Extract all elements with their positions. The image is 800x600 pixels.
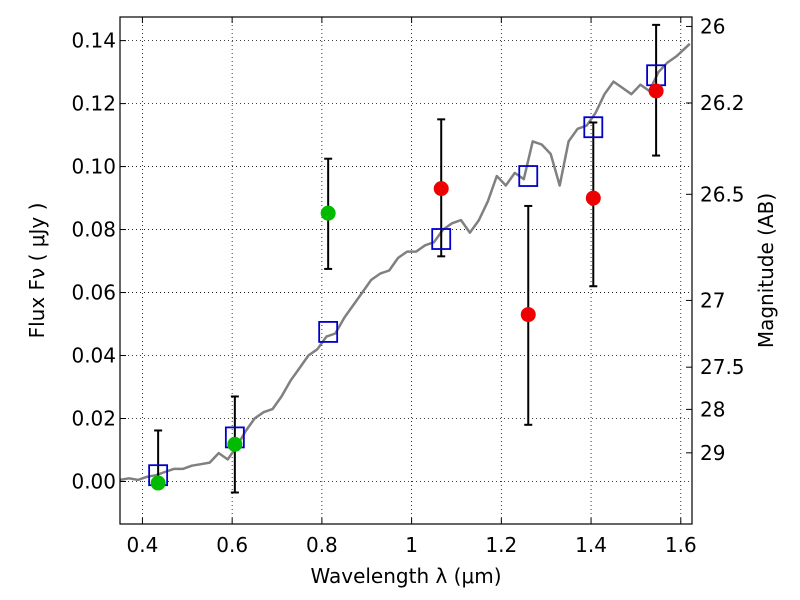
x-tick-label: 0.4	[127, 533, 159, 557]
point-layer	[150, 83, 664, 491]
x-tick-label: 1.6	[665, 533, 697, 557]
plot-frame	[119, 16, 693, 525]
model-band-box	[431, 228, 452, 250]
mag-tick-label: 26.2	[700, 91, 745, 115]
label-layer: 0.4 0.6 0.8 1 1.2 1.4 1.6 0.00 0.02 0.04 0.06 0.08 0…	[71, 14, 744, 557]
mag-tick-label: 28	[700, 397, 725, 421]
y-tick-label: 0.06	[71, 281, 116, 305]
mag-tick-label: 26.5	[700, 182, 745, 206]
y-tick-label: 0.00	[71, 469, 116, 493]
x-tick-label: 0.6	[216, 533, 248, 557]
right-axis-label: Magnitude (AB)	[754, 193, 778, 348]
nondetection-point	[433, 181, 449, 197]
tick-layer	[120, 17, 692, 524]
y-tick-label: 0.04	[71, 344, 116, 368]
detection-point	[150, 475, 166, 491]
x-tick-label: 1.4	[575, 533, 607, 557]
model-band-box	[318, 321, 339, 343]
y-tick-label: 0.14	[71, 29, 116, 53]
y-tick-label: 0.10	[71, 155, 116, 179]
x-tick-label: 1.2	[485, 533, 517, 557]
y-tick-label: 0.08	[71, 218, 116, 242]
mag-tick-label: 26	[700, 14, 725, 38]
line-layer	[119, 42, 691, 482]
mag-tick-label: 27	[700, 288, 725, 312]
x-tick-label: 0.8	[306, 533, 338, 557]
detection-point	[320, 205, 336, 221]
box-layer	[148, 64, 667, 487]
mag-tick-label: 29	[700, 441, 725, 465]
y-axis-label: Flux Fν ( μJy )	[25, 203, 49, 339]
detection-point	[227, 436, 243, 452]
mag-tick-label: 27.5	[700, 355, 745, 379]
grid-layer	[120, 17, 692, 524]
nondetection-point	[520, 307, 536, 323]
model-spectrum-line	[119, 42, 691, 482]
y-tick-label: 0.02	[71, 407, 116, 431]
model-band-box	[518, 165, 539, 187]
nondetection-point	[585, 190, 601, 206]
model-band-box	[583, 116, 604, 139]
error-layer	[154, 23, 661, 494]
y-tick-label: 0.12	[71, 92, 116, 116]
x-tick-label: 1	[405, 533, 418, 557]
x-axis-label: Wavelength λ (μm)	[310, 564, 501, 588]
nondetection-point	[648, 83, 664, 99]
